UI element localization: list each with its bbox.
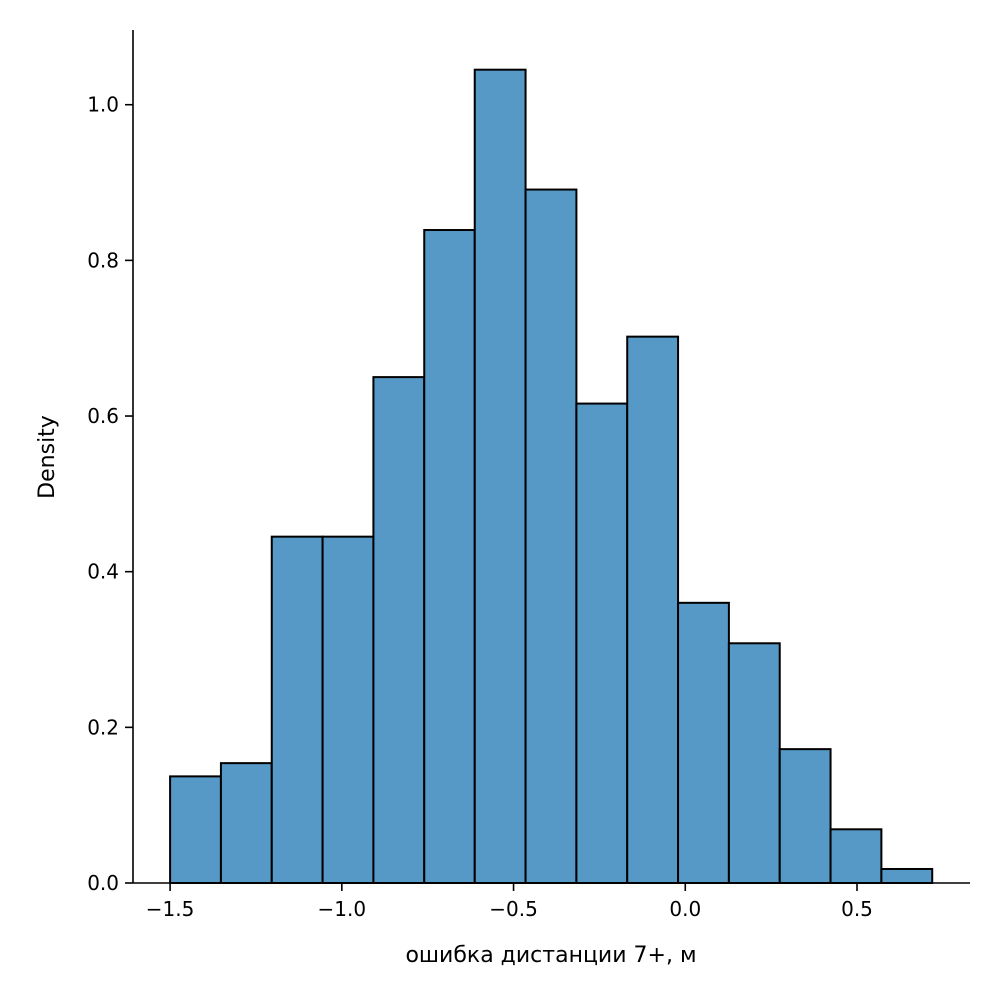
histogram-bar bbox=[727, 642, 781, 885]
histogram-bar bbox=[524, 188, 578, 885]
y-tick-label: 0.6 bbox=[87, 404, 119, 428]
histogram-bar bbox=[270, 535, 324, 884]
y-tick-label: 0.4 bbox=[87, 560, 119, 584]
x-tick-label: −1.0 bbox=[318, 897, 367, 921]
histogram-bar bbox=[321, 535, 375, 884]
histogram-bar bbox=[372, 376, 426, 884]
histogram-bar bbox=[677, 601, 730, 884]
x-ticks: −1.5 −1.0 −0.5 0.0 0.5 bbox=[146, 883, 873, 921]
histogram-bar bbox=[880, 867, 934, 885]
x-tick-label: −1.5 bbox=[146, 897, 195, 921]
histogram-bar bbox=[473, 68, 527, 885]
histogram-bar bbox=[626, 335, 680, 884]
y-tick-label: 0.8 bbox=[87, 248, 119, 272]
histogram-bar bbox=[423, 229, 476, 884]
y-tick-label: 0.0 bbox=[87, 871, 119, 895]
y-tick-label: 0.2 bbox=[87, 715, 119, 739]
y-axis-label: Density bbox=[35, 415, 60, 499]
histogram-bar bbox=[169, 775, 222, 884]
bars-group bbox=[169, 68, 934, 885]
x-tick-label: 0.5 bbox=[841, 897, 873, 921]
y-tick-label: 1.0 bbox=[87, 93, 119, 117]
histogram-bar bbox=[829, 828, 883, 884]
histogram-bar bbox=[778, 748, 832, 884]
histogram-bar bbox=[575, 402, 629, 884]
x-tick-label: 0.0 bbox=[669, 897, 701, 921]
y-ticks: 0.0 0.2 0.4 0.6 0.8 1.0 bbox=[87, 93, 133, 895]
x-axis-label: ошибка дистанции 7+, м bbox=[405, 943, 696, 968]
histogram-bar bbox=[219, 762, 273, 885]
x-tick-label: −0.5 bbox=[489, 897, 538, 921]
